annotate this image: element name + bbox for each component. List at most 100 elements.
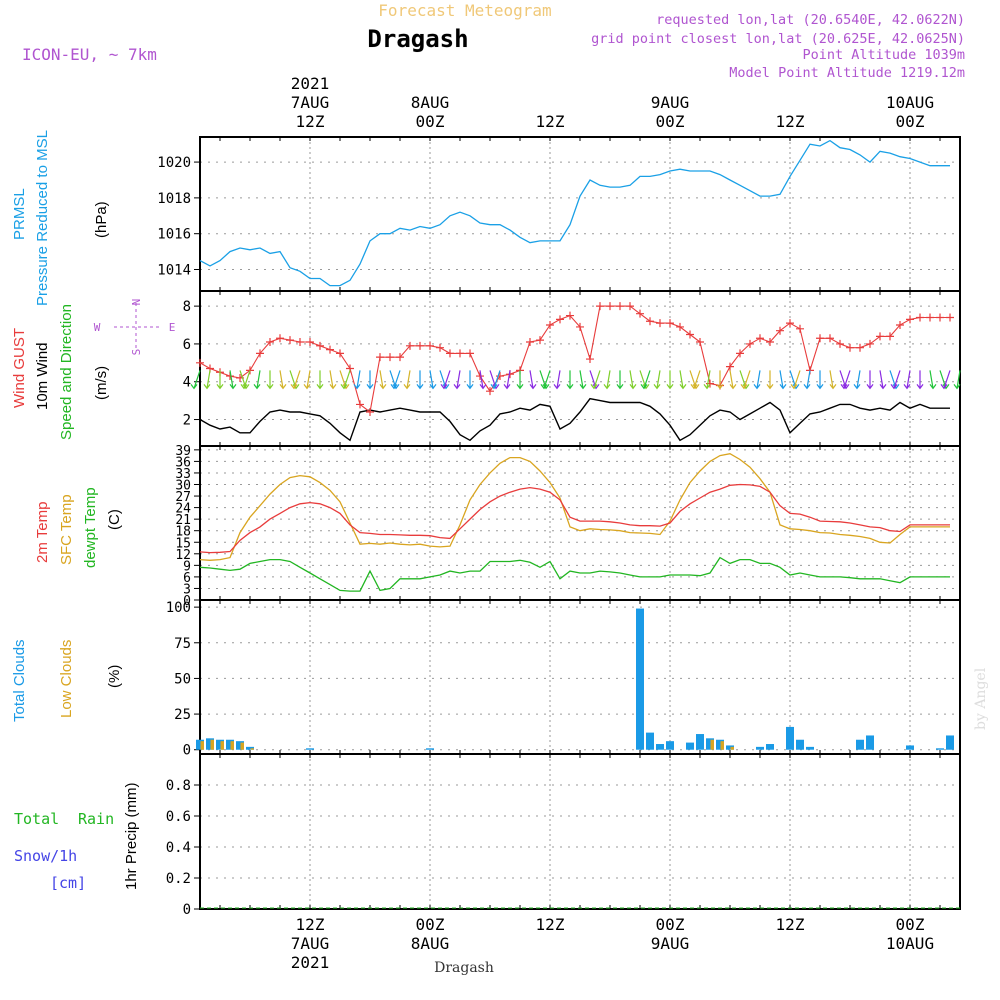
total-cloud-bar [796, 739, 804, 750]
sfc-temp-label: SFC Temp [58, 494, 75, 565]
clouds-ytick-label: 100 [166, 600, 191, 616]
pressure-panel: 1014 1016 1018 1020 [157, 136, 961, 292]
time-label: 9AUG [651, 934, 690, 953]
wind-direction-arrow [529, 370, 537, 390]
wind-direction-arrow [853, 370, 861, 390]
time-label: 8AUG [411, 93, 450, 112]
total-cloud-bar [706, 738, 714, 750]
temperature-ytick-label: 33 [175, 467, 191, 482]
total-cloud-bar [946, 735, 954, 750]
gust-marker [456, 349, 464, 358]
gust-marker [896, 321, 904, 330]
temp2m-line [199, 483, 950, 554]
wind-direction-arrow [729, 370, 737, 390]
total-clouds-label: Total Clouds [11, 639, 28, 722]
wind-direction-arrow [916, 370, 924, 390]
compass-rose: N S W E [94, 299, 176, 356]
temperature-ytick-label: 12 [175, 548, 191, 563]
total-cloud-bar [906, 745, 914, 750]
time-label: 00Z [416, 112, 445, 131]
wind-direction-arrow [466, 370, 474, 390]
gust-marker [446, 349, 454, 358]
gust-marker [596, 302, 604, 311]
gust-marker [846, 343, 854, 352]
gust-marker [686, 330, 694, 339]
wind-direction-arrow [866, 370, 874, 390]
temp2m-label: 2m Temp [34, 502, 51, 563]
wind-frame [199, 290, 961, 447]
gust-marker [916, 313, 924, 322]
gust-marker [746, 339, 754, 348]
rain-label-a: Total [14, 810, 59, 828]
gust-marker [926, 313, 934, 322]
wind-direction-arrow [403, 370, 411, 390]
gust-marker [496, 372, 504, 381]
compass-s: S [130, 349, 143, 356]
total-cloud-bar [806, 746, 814, 750]
wind-direction-arrow [629, 370, 637, 390]
time-label: 00Z [896, 915, 925, 934]
low-clouds-label: Low Clouds [58, 640, 75, 718]
wind-direction-arrow [840, 370, 851, 390]
wind-direction-arrow [890, 370, 901, 390]
wind-ytick-label: 8 [183, 299, 191, 315]
wind-direction-arrow [540, 370, 551, 390]
gust-marker [946, 313, 954, 322]
total-cloud-bar [766, 744, 774, 750]
pressure-frame [199, 136, 961, 292]
wind-direction-arrow [379, 370, 387, 390]
time-label: 2021 [291, 74, 330, 93]
temperature-ytick-label: 24 [175, 502, 191, 517]
wind-direction-arrow [753, 370, 761, 390]
total-cloud-bar [936, 748, 944, 750]
total-cloud-bar [636, 608, 644, 750]
pressure-ytick-label: 1014 [157, 263, 191, 279]
wind-direction-arrow [879, 370, 887, 390]
precipitation-ytick-label: 0.4 [166, 840, 191, 856]
wind-labels: Wind GUST 10m Wind Speed and Direction (… [11, 299, 175, 440]
gust-marker [326, 345, 334, 354]
gust-marker [796, 324, 804, 333]
temperature-ytick-label: 27 [175, 490, 191, 505]
gust-marker [766, 338, 774, 347]
precipitation-ytick-label: 0.2 [166, 871, 191, 887]
total-cloud-bar [856, 739, 864, 750]
gust-marker [786, 319, 794, 328]
gust-marker [546, 321, 554, 330]
total-cloud-bar [236, 741, 244, 750]
time-label: 2021 [291, 953, 330, 972]
low-cloud-bar [230, 741, 234, 750]
wind-direction-arrow [516, 370, 524, 390]
model-point-altitude: Model Point Altitude 1219.12m [729, 65, 965, 81]
wind-direction-arrow [329, 370, 337, 390]
precipitation-panel: 0 0.2 0.4 0.6 0.8 [166, 753, 961, 918]
gust-marker [656, 319, 664, 328]
wind-direction-arrow [203, 370, 211, 390]
gust-marker [756, 334, 764, 343]
time-label: 00Z [656, 112, 685, 131]
wind-speed-line [199, 397, 950, 442]
time-label: 7AUG [291, 93, 330, 112]
temperature-ytick-label: 18 [175, 525, 191, 540]
wind-direction-arrow [453, 370, 461, 390]
gust-marker [276, 334, 284, 343]
wind-direction-arrow [390, 370, 401, 390]
precipitation-ytick-label: 0 [183, 902, 191, 918]
gust-marker [246, 366, 254, 375]
wind-direction-arrow [679, 370, 687, 390]
wind-direction-arrow [479, 370, 487, 390]
wind-direction-arrow [429, 370, 437, 390]
pressure-ytick-label: 1020 [157, 155, 191, 171]
panels: 1014101610181020246803691215182124273033… [157, 136, 961, 918]
prmsl-unit-label: (hPa) [93, 201, 110, 238]
location-title: Dragash [367, 25, 468, 53]
temperature-ytick-label: 9 [183, 559, 191, 574]
wind-direction-arrow [590, 370, 601, 390]
pressure-ytick-label: 1018 [157, 191, 191, 207]
prmsl-desc-label: Pressure Reduced to MSL [34, 130, 51, 306]
time-label: 12Z [296, 915, 325, 934]
wind-direction-arrow [940, 370, 951, 390]
wind-direction-arrow [790, 370, 801, 390]
gust-marker [336, 349, 344, 358]
